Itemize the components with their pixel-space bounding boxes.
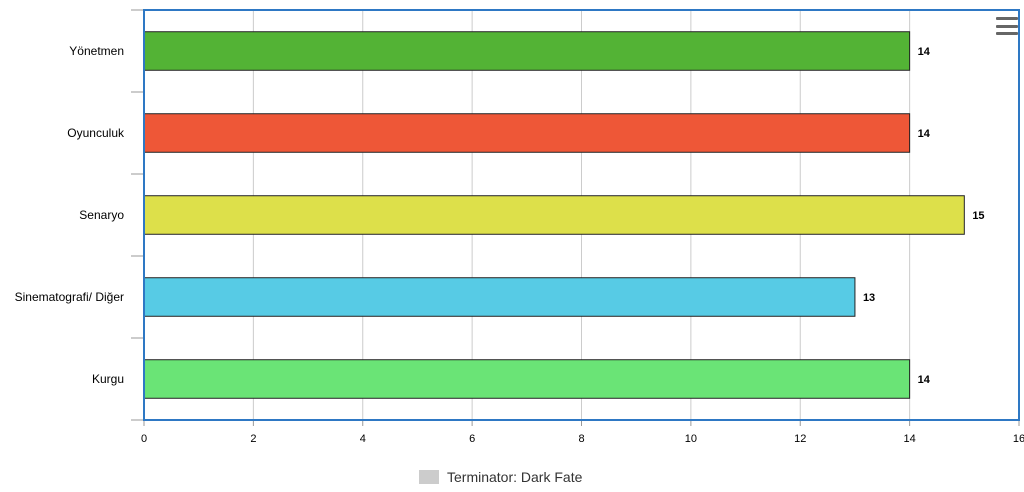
bars	[143, 31, 965, 399]
data-label: 14	[918, 128, 931, 140]
bar[interactable]	[143, 277, 856, 317]
x-tick-label: 16	[1013, 433, 1024, 445]
category-label: Kurgu	[92, 372, 124, 386]
category-label: Yönetmen	[69, 44, 124, 58]
plot-frame	[143, 9, 1020, 421]
legend-swatch[interactable]	[419, 470, 439, 484]
bar[interactable]	[143, 31, 911, 71]
bar[interactable]	[143, 195, 965, 235]
legend[interactable]: Terminator: Dark Fate	[419, 469, 583, 485]
x-tick-label: 12	[794, 433, 806, 445]
x-tick-label: 10	[685, 433, 697, 445]
x-tick-label: 0	[141, 433, 147, 445]
category-label: Oyunculuk	[67, 126, 125, 140]
hamburger-menu-icon[interactable]	[994, 14, 1020, 38]
x-tick-label: 6	[469, 433, 475, 445]
bar[interactable]	[143, 359, 911, 399]
data-labels: 14 14 15 13 14	[863, 46, 985, 386]
data-label: 13	[863, 292, 875, 304]
category-label: Sinematografi/ Diğer	[15, 290, 124, 304]
x-tick-label: 8	[578, 433, 584, 445]
x-tick-label: 14	[904, 433, 916, 445]
x-tick-label: 2	[250, 433, 256, 445]
x-tick-label: 4	[360, 433, 366, 445]
category-axis: Yönetmen Oyunculuk Senaryo Sinematografi/ D…	[15, 9, 144, 421]
data-label: 15	[972, 210, 984, 222]
category-label: Senaryo	[79, 208, 124, 222]
legend-label[interactable]: Terminator: Dark Fate	[447, 469, 583, 485]
data-label: 14	[918, 46, 931, 58]
x-axis: 0 2 4 6 8 10 12 14 16	[141, 420, 1024, 445]
bar[interactable]	[143, 113, 911, 153]
data-label: 14	[918, 374, 931, 386]
